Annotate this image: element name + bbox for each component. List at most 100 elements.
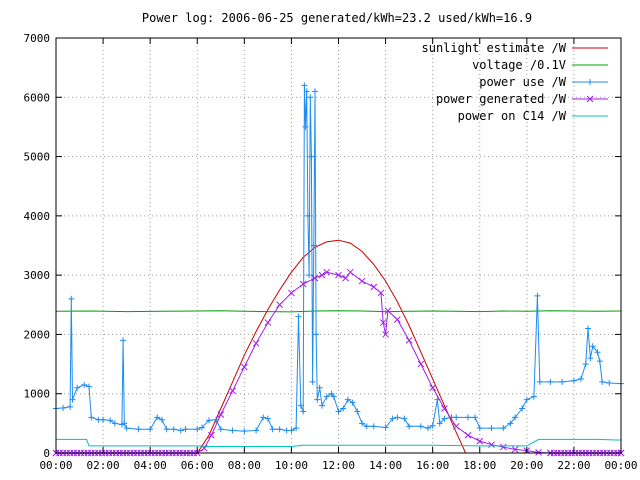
cross-point	[335, 271, 342, 279]
x-tick-label: 14:00	[369, 459, 402, 472]
x-tick-label: 04:00	[134, 459, 167, 472]
plus-point	[177, 427, 184, 434]
cross-point	[384, 307, 392, 315]
y-tick-label: 2000	[24, 328, 51, 341]
cross-point	[405, 337, 413, 344]
series-sunlight-estimate-w	[56, 239, 621, 454]
plus-point	[585, 325, 592, 332]
plus-point	[370, 423, 377, 430]
series-line-power-on-c14-w	[56, 438, 621, 447]
plus-point	[570, 377, 577, 384]
plus-point	[589, 343, 596, 350]
plus-point	[344, 396, 351, 403]
cross-point	[370, 283, 378, 291]
plus-point	[436, 420, 443, 427]
plus-point	[303, 88, 310, 95]
plus-point	[417, 423, 424, 430]
plus-point	[401, 415, 408, 422]
y-tick-label: 1000	[24, 388, 51, 401]
plus-point	[306, 272, 313, 279]
plus-point	[264, 415, 271, 422]
plus-point	[182, 426, 189, 433]
legend-label: sunlight estimate /W	[422, 41, 567, 55]
legend-label: power generated /W	[436, 92, 567, 106]
cross-point	[417, 360, 425, 368]
cross-point	[429, 384, 437, 392]
plus-point	[314, 396, 321, 403]
cross-point	[311, 274, 319, 282]
plus-point	[307, 94, 314, 101]
cross-point	[264, 319, 272, 326]
plus-point	[194, 426, 201, 433]
chart-title: Power log: 2006-06-25 generated/kWh=23.2…	[142, 11, 532, 25]
legend-item: voltage /0.1V	[472, 58, 608, 72]
y-tick-label: 4000	[24, 210, 51, 223]
y-tick-label: 5000	[24, 151, 51, 164]
cross-point	[452, 422, 460, 430]
plus-point	[316, 384, 323, 391]
plus-point	[389, 415, 396, 422]
plus-point	[120, 337, 127, 344]
series-power-use-w	[53, 82, 624, 435]
plus-point	[60, 404, 67, 411]
plus-point	[311, 88, 318, 95]
cross-point	[382, 331, 389, 338]
plus-point	[382, 424, 389, 431]
cross-point	[342, 274, 349, 282]
plus-point	[587, 79, 593, 85]
plus-point	[253, 427, 260, 434]
cross-point	[217, 411, 225, 418]
plus-point	[123, 425, 130, 432]
plus-point	[88, 414, 95, 421]
plus-point	[349, 399, 356, 406]
plus-point	[163, 426, 170, 433]
plus-point	[441, 415, 448, 422]
x-tick-label: 00:00	[39, 459, 72, 472]
cross-point	[318, 271, 326, 279]
plus-point	[319, 402, 326, 409]
plus-point	[335, 408, 342, 415]
plus-point	[488, 425, 495, 432]
plus-point	[472, 414, 479, 421]
plus-point	[304, 212, 311, 219]
y-tick-label: 0	[43, 447, 50, 460]
plus-point	[363, 423, 370, 430]
plus-point	[453, 414, 460, 421]
plus-point	[111, 420, 118, 427]
plus-point	[269, 426, 276, 433]
plus-point	[536, 378, 543, 385]
plus-point	[340, 405, 347, 412]
series-line-sunlight-estimate-w	[56, 239, 621, 454]
plus-point	[507, 420, 514, 427]
plus-point	[301, 82, 308, 89]
cross-point	[358, 277, 366, 285]
plus-point	[354, 408, 361, 415]
plus-point	[523, 396, 530, 403]
plus-point	[147, 426, 154, 433]
plus-point	[276, 426, 283, 433]
x-tick-label: 16:00	[416, 459, 449, 472]
plus-point	[300, 408, 307, 415]
x-tick-label: 02:00	[87, 459, 120, 472]
cross-point	[488, 441, 495, 449]
cross-point	[229, 387, 236, 395]
cross-point	[394, 316, 401, 323]
plus-point	[198, 424, 205, 431]
plus-point	[359, 420, 366, 427]
plus-point	[135, 426, 142, 433]
plus-point	[596, 358, 603, 365]
plus-point	[158, 416, 165, 423]
legend: sunlight estimate /W voltage /0.1V power u…	[422, 41, 608, 123]
y-tick-label: 7000	[24, 32, 51, 45]
plus-point	[547, 378, 554, 385]
plus-point	[154, 414, 161, 421]
plus-point	[330, 393, 337, 400]
plus-point	[500, 425, 507, 432]
plus-point	[170, 426, 177, 433]
plus-point	[594, 349, 601, 356]
plus-point	[293, 425, 300, 432]
plus-point	[217, 426, 224, 433]
plus-point	[476, 425, 483, 432]
plus-point	[67, 403, 74, 410]
